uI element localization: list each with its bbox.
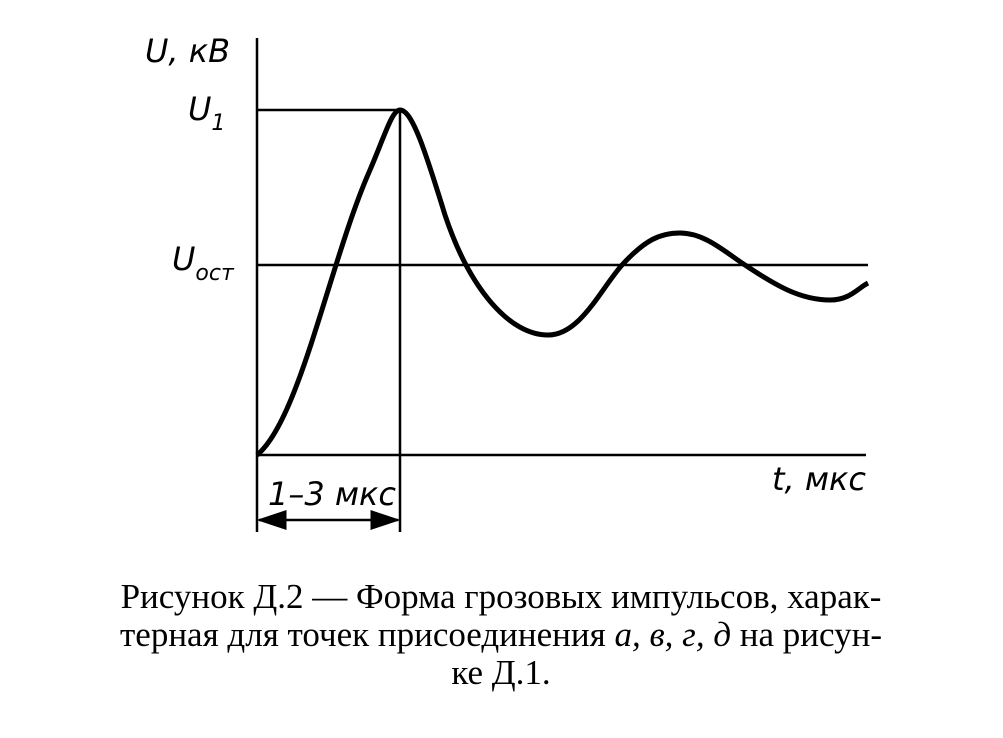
- caption-line: ке Д.1.: [451, 653, 550, 692]
- interval-label: 1–3 мкс: [268, 475, 396, 513]
- residual-subscript: ост: [195, 261, 235, 286]
- impulse-curve: [255, 107, 870, 457]
- residual-symbol: U: [172, 240, 195, 278]
- peak-symbol: U: [188, 90, 211, 128]
- caption-italic: а, в, г, д: [614, 615, 731, 654]
- caption-line: Рисунок Д.2 — Форма грозовых импульсов, …: [121, 577, 882, 616]
- y-axis-label: U, кВ: [145, 32, 230, 70]
- caption-line: терная для точек присоединения а, в, г, …: [120, 615, 882, 654]
- x-axis-label: t, мкс: [772, 460, 866, 498]
- caption-text: на рисун-: [731, 615, 882, 654]
- peak-subscript: 1: [211, 111, 225, 136]
- residual-label: Uост: [172, 240, 235, 286]
- caption-text: терная для точек присоединения: [120, 615, 615, 654]
- peak-label: U1: [188, 90, 225, 136]
